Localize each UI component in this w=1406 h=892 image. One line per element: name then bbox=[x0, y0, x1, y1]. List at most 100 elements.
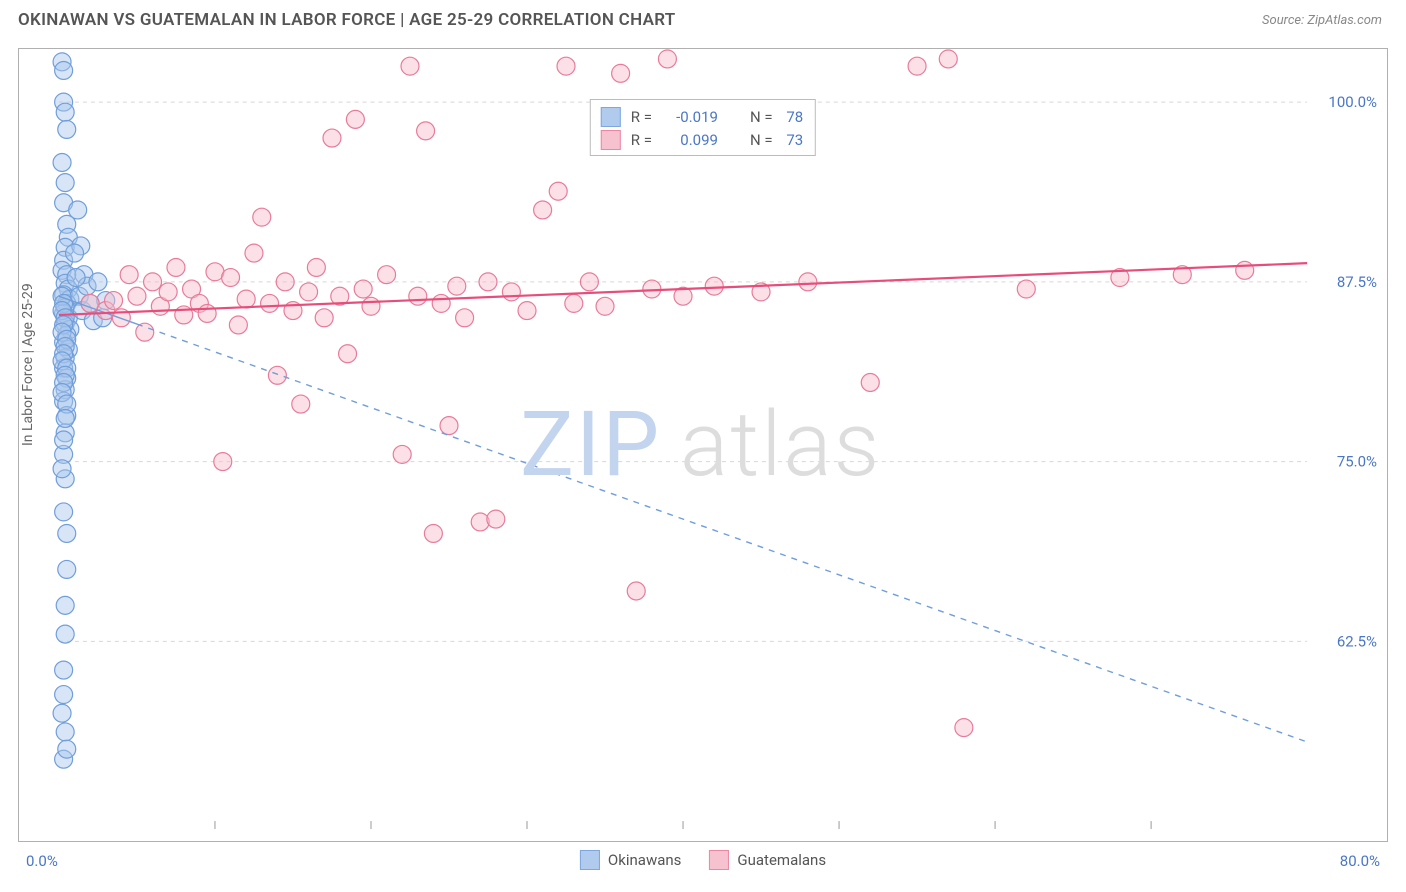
guatemalans-point bbox=[939, 50, 957, 68]
correlation-legend: R =-0.019N = 78R =0.099N = 73 bbox=[590, 99, 816, 156]
okinawans-point bbox=[58, 120, 76, 138]
guatemalans-point bbox=[658, 50, 676, 68]
okinawans-point bbox=[55, 503, 73, 521]
okinawans-point bbox=[58, 560, 76, 578]
guatemalans-point bbox=[424, 524, 442, 542]
guatemalans-point bbox=[136, 323, 154, 341]
guatemalans-point bbox=[627, 582, 645, 600]
guatemalans-point bbox=[362, 297, 380, 315]
guatemalans-point bbox=[502, 283, 520, 301]
okinawans-point bbox=[55, 62, 73, 80]
guatemalans-swatch-icon bbox=[601, 130, 621, 150]
guatemalans-point bbox=[417, 122, 435, 140]
okinawans-point bbox=[56, 409, 74, 427]
n-value: 73 bbox=[783, 129, 804, 152]
guatemalans-point bbox=[487, 510, 505, 528]
guatemalans-trend-line bbox=[59, 263, 1307, 315]
guatemalans-point bbox=[354, 280, 372, 298]
guatemalans-point bbox=[128, 287, 146, 305]
okinawans-swatch-icon bbox=[580, 850, 600, 870]
guatemalans-point bbox=[214, 453, 232, 471]
guatemalans-point bbox=[159, 283, 177, 301]
guatemalans-point bbox=[105, 292, 123, 310]
guatemalans-point bbox=[448, 277, 466, 295]
guatemalans-point bbox=[565, 294, 583, 312]
okinawans-point bbox=[53, 704, 71, 722]
legend-item: Guatemalans bbox=[709, 850, 826, 870]
guatemalans-point bbox=[300, 283, 318, 301]
y-tick-label: 100.0% bbox=[1328, 93, 1377, 111]
guatemalans-point bbox=[393, 445, 411, 463]
chart-source: Source: ZipAtlas.com bbox=[1262, 13, 1382, 28]
guatemalans-point bbox=[580, 273, 598, 291]
okinawans-point bbox=[55, 661, 73, 679]
guatemalans-point bbox=[1236, 261, 1254, 279]
guatemalans-point bbox=[323, 129, 341, 147]
guatemalans-point bbox=[534, 201, 552, 219]
okinawans-point bbox=[89, 273, 107, 291]
guatemalans-point bbox=[409, 287, 427, 305]
guatemalans-point bbox=[222, 269, 240, 287]
okinawans-point bbox=[56, 174, 74, 192]
guatemalans-point bbox=[1017, 280, 1035, 298]
okinawans-point bbox=[56, 723, 74, 741]
guatemalans-point bbox=[245, 244, 263, 262]
guatemalans-point bbox=[908, 57, 926, 75]
corr-legend-row: R =-0.019N = 78 bbox=[601, 106, 803, 129]
guatemalans-point bbox=[401, 57, 419, 75]
legend-label: Okinawans bbox=[608, 851, 681, 869]
chart-title: OKINAWAN VS GUATEMALAN IN LABOR FORCE | … bbox=[18, 10, 676, 30]
guatemalans-point bbox=[378, 266, 396, 284]
r-label: R = bbox=[631, 129, 652, 152]
corr-legend-row: R =0.099N = 73 bbox=[601, 129, 803, 152]
okinawans-point bbox=[56, 625, 74, 643]
y-tick-label: 62.5% bbox=[1337, 632, 1377, 650]
guatemalans-point bbox=[307, 258, 325, 276]
guatemalans-point bbox=[549, 182, 567, 200]
guatemalans-point bbox=[596, 297, 614, 315]
guatemalans-point bbox=[229, 316, 247, 334]
okinawans-point bbox=[56, 596, 74, 614]
guatemalans-point bbox=[120, 266, 138, 284]
n-label: N = bbox=[750, 106, 773, 129]
guatemalans-point bbox=[705, 277, 723, 295]
okinawans-point bbox=[69, 201, 87, 219]
guatemalans-point bbox=[253, 208, 271, 226]
series-legend: Okinawans Guatemalans bbox=[580, 850, 826, 870]
guatemalans-point bbox=[557, 57, 575, 75]
guatemalans-point bbox=[276, 273, 294, 291]
x-axis-max-label: 80.0% bbox=[1340, 852, 1380, 870]
r-value: 0.099 bbox=[662, 129, 718, 152]
okinawans-swatch-icon bbox=[601, 107, 621, 127]
okinawans-point bbox=[58, 740, 76, 758]
guatemalans-point bbox=[315, 309, 333, 327]
chart-frame: 62.5%75.0%87.5%100.0% ZIP atlas R =-0.01… bbox=[18, 48, 1388, 842]
guatemalans-point bbox=[432, 294, 450, 312]
guatemalans-point bbox=[861, 374, 879, 392]
y-axis-title: In Labor Force | Age 25-29 bbox=[20, 283, 36, 446]
r-value: -0.019 bbox=[662, 106, 718, 129]
okinawans-point bbox=[53, 460, 71, 478]
guatemalans-point bbox=[261, 294, 279, 312]
okinawans-trend-line bbox=[137, 324, 1307, 742]
guatemalans-point bbox=[612, 64, 630, 82]
okinawans-point bbox=[53, 154, 71, 172]
okinawans-point bbox=[55, 431, 73, 449]
okinawans-point bbox=[55, 686, 73, 704]
guatemalans-point bbox=[237, 290, 255, 308]
guatemalans-point bbox=[339, 345, 357, 363]
x-axis-min-label: 0.0% bbox=[26, 852, 58, 870]
okinawans-point bbox=[58, 524, 76, 542]
guatemalans-point bbox=[440, 417, 458, 435]
y-tick-label: 75.0% bbox=[1337, 453, 1377, 471]
guatemalans-point bbox=[292, 395, 310, 413]
chart-svg: 62.5%75.0%87.5%100.0% bbox=[19, 49, 1387, 841]
guatemalans-point bbox=[456, 309, 474, 327]
okinawans-point bbox=[56, 103, 74, 121]
guatemalans-point bbox=[799, 273, 817, 291]
guatemalans-point bbox=[198, 305, 216, 323]
okinawans-point bbox=[66, 244, 84, 262]
guatemalans-point bbox=[144, 273, 162, 291]
legend-item: Okinawans bbox=[580, 850, 681, 870]
guatemalans-point bbox=[167, 258, 185, 276]
